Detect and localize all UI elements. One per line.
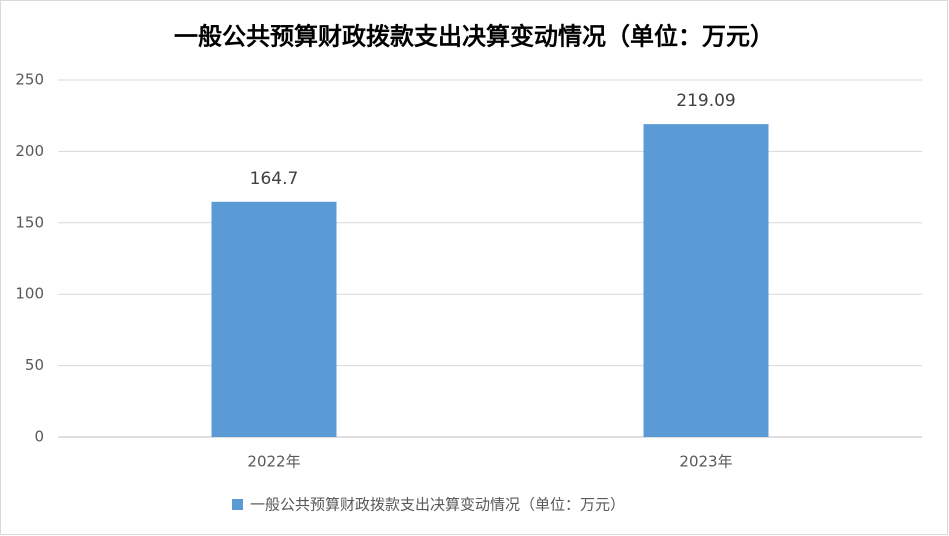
- bar: [643, 124, 769, 438]
- x-tick-label: 2022年: [247, 453, 300, 471]
- legend-swatch: [232, 499, 243, 510]
- y-tick-label: 150: [15, 213, 44, 231]
- chart-title: 一般公共预算财政拨款支出决算变动情况（单位：万元）: [174, 22, 774, 51]
- y-tick-label: 200: [15, 142, 44, 160]
- y-tick-label: 50: [25, 356, 44, 374]
- y-tick-label: 0: [34, 428, 44, 446]
- data-label: 164.7: [250, 169, 299, 189]
- data-label: 219.09: [676, 91, 735, 111]
- legend-label: 一般公共预算财政拨款支出决算变动情况（单位：万元）: [250, 496, 625, 514]
- bar: [211, 201, 337, 437]
- y-tick-label: 250: [15, 71, 44, 89]
- x-tick-label: 2023年: [679, 453, 732, 471]
- y-tick-label: 100: [15, 285, 44, 303]
